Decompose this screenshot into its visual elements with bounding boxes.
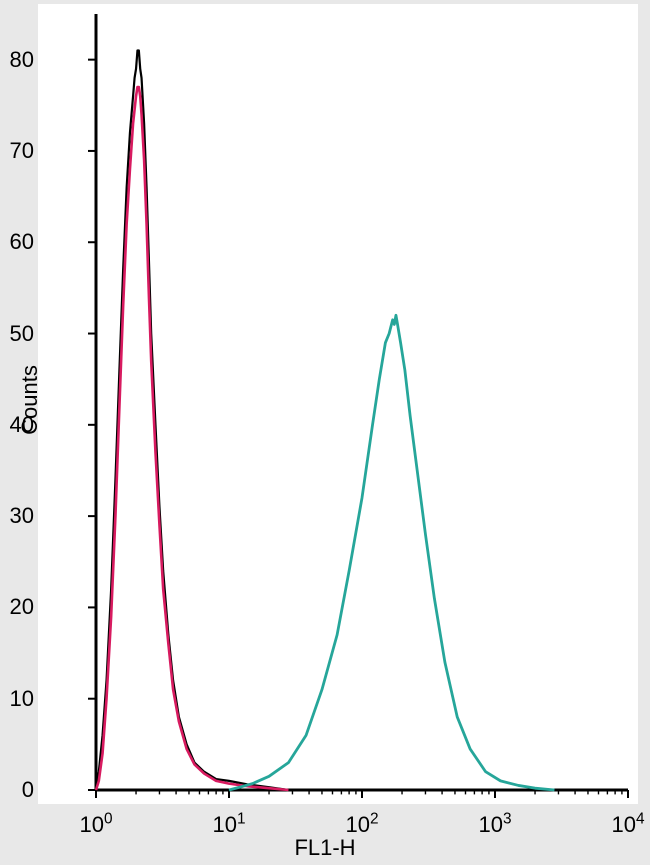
y-tick-label: 60 — [10, 229, 34, 255]
y-tick-label: 50 — [10, 321, 34, 347]
y-tick-label: 10 — [10, 686, 34, 712]
y-tick-label: 70 — [10, 138, 34, 164]
x-tick-label: 104 — [611, 812, 644, 838]
plot-svg — [38, 4, 638, 804]
y-tick-label: 30 — [10, 503, 34, 529]
x-tick-label: 100 — [79, 812, 112, 838]
flow-cytometry-histogram: Counts FL1-H 010203040506070801001011021… — [0, 0, 650, 865]
x-axis-label: FL1-H — [294, 835, 355, 861]
x-tick-label: 101 — [212, 812, 245, 838]
y-tick-label: 80 — [10, 47, 34, 73]
x-tick-label: 103 — [478, 812, 511, 838]
x-tick-label: 102 — [345, 812, 378, 838]
y-tick-label: 0 — [22, 777, 34, 803]
y-tick-label: 40 — [10, 412, 34, 438]
y-tick-label: 20 — [10, 594, 34, 620]
